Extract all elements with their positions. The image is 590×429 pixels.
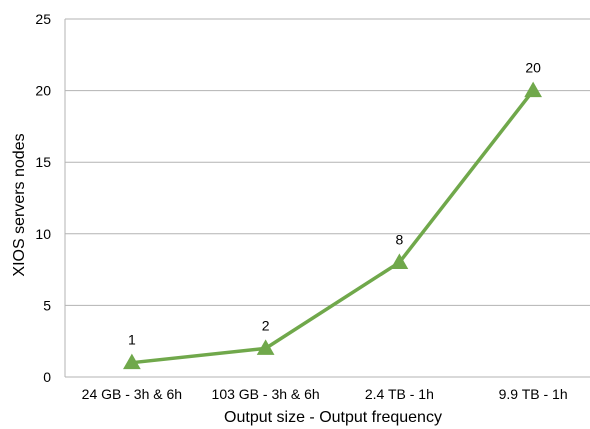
data-labels: 1 2 8 20 [128,60,541,348]
data-point-marker [390,253,409,269]
series-line [130,88,535,365]
gridlines [65,18,590,306]
data-point-marker [123,353,141,370]
y-tick-label: 0 [43,369,51,385]
y-tick-label: 5 [43,297,51,313]
x-tick-label: 2.4 TB - 1h [365,386,434,402]
data-label: 2 [262,317,270,333]
y-tick-labels: 0 5 10 15 20 25 [35,11,51,385]
x-tick-label: 24 GB - 3h & 6h [82,386,182,402]
data-point-marker [256,339,275,355]
data-label: 20 [525,60,541,76]
y-tick-label: 10 [35,226,51,242]
x-axis-title: Output size - Output frequency [224,409,442,426]
x-tick-label: 9.9 TB - 1h [499,386,568,402]
y-tick-label: 20 [35,83,51,99]
data-point-marker [524,81,542,98]
x-tick-label: 103 GB - 3h & 6h [212,386,320,402]
data-label: 8 [395,231,403,247]
y-tick-label: 15 [35,154,51,170]
series [123,81,542,370]
axes [64,19,590,378]
x-tick-labels: 24 GB - 3h & 6h 103 GB - 3h & 6h 2.4 TB - … [82,386,568,402]
data-label: 1 [128,332,136,348]
y-axis-title: XIOS servers nodes [11,133,28,276]
y-tick-label: 25 [35,11,51,27]
